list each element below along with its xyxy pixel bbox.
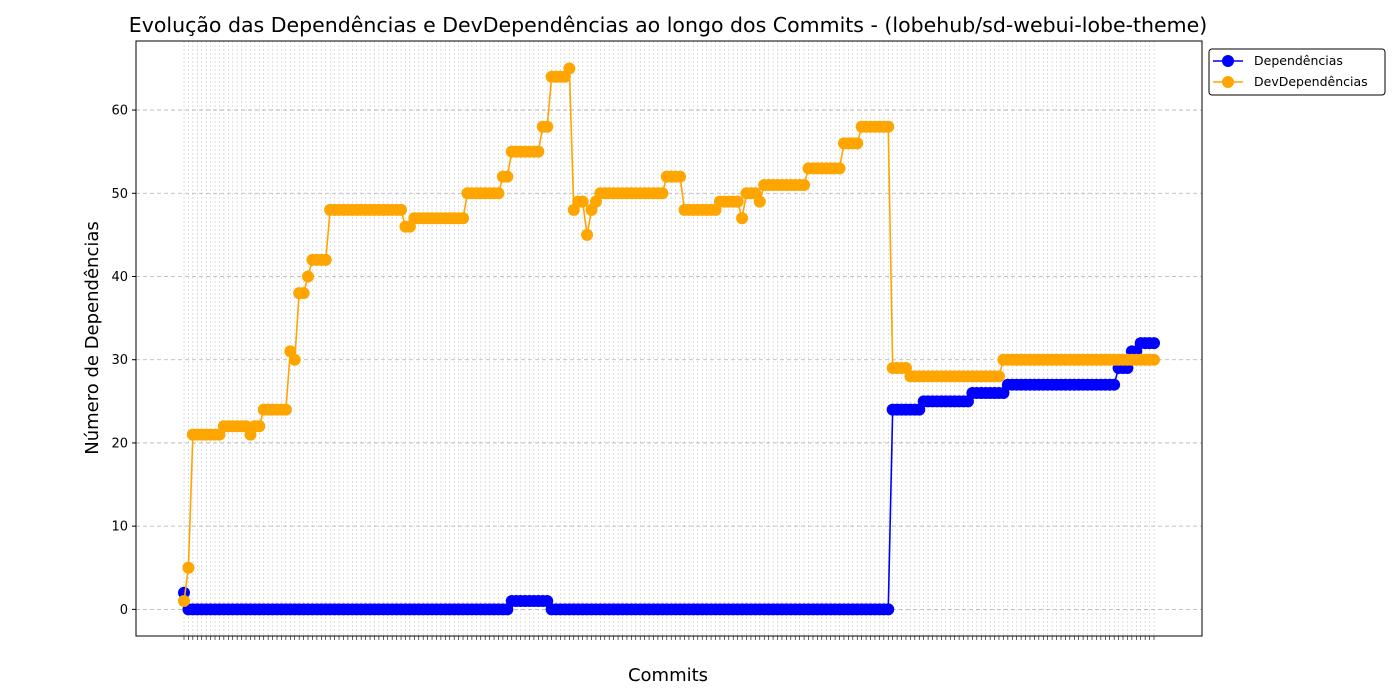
data-point-devdependencias: [532, 145, 545, 158]
data-point-devdependencias: [279, 403, 292, 416]
y-tick-label: 40: [111, 270, 128, 285]
x-axis-ticks: [183, 636, 1155, 640]
data-point-devdependencias: [178, 595, 190, 608]
data-point-devdependencias: [302, 270, 315, 283]
legend-marker-dependencias: [1222, 55, 1234, 67]
legend-marker-devdependencias: [1222, 76, 1234, 88]
data-point-devdependencias: [731, 195, 744, 208]
data-point-devdependencias: [736, 212, 749, 225]
data-point-dependencias: [178, 586, 190, 599]
plot-frame: [135, 40, 1203, 637]
legend-label-dependencias: Dependências: [1254, 53, 1343, 68]
y-tick-label: 20: [111, 436, 128, 451]
series-layer: [178, 62, 1160, 616]
legend-box: [1208, 48, 1386, 96]
data-point-dependencias: [1108, 378, 1121, 391]
y-tick-label: 30: [111, 353, 128, 368]
y-tick-label: 0: [120, 603, 128, 618]
data-point-devdependencias: [656, 187, 669, 200]
legend: Dependências DevDependências: [1208, 48, 1386, 96]
y-tick-label: 50: [111, 187, 128, 202]
chart-title: Evolução das Dependências e DevDependênc…: [129, 13, 1207, 37]
y-tick-label: 10: [111, 520, 128, 535]
data-point-devdependencias: [992, 370, 1005, 383]
data-point-devdependencias: [395, 203, 408, 216]
data-point-devdependencias: [753, 195, 766, 208]
data-point-devdependencias: [563, 62, 576, 75]
data-point-devdependencias: [576, 195, 589, 208]
data-point-devdependencias: [492, 187, 505, 200]
data-point-devdependencias: [501, 170, 514, 183]
data-point-devdependencias: [798, 178, 811, 191]
data-point-devdependencias: [674, 170, 687, 183]
data-point-devdependencias: [297, 287, 310, 300]
data-point-devdependencias: [319, 253, 332, 266]
data-point-devdependencias: [581, 228, 594, 241]
data-point-devdependencias: [288, 353, 301, 366]
vertical-gridlines: [183, 41, 1155, 636]
data-point-devdependencias: [1148, 353, 1160, 366]
data-point-devdependencias: [457, 212, 470, 225]
data-point-devdependencias: [541, 120, 554, 133]
data-point-devdependencias: [253, 420, 266, 433]
data-point-devdependencias: [882, 120, 895, 133]
y-tick-label: 60: [111, 104, 128, 119]
data-point-devdependencias: [182, 561, 195, 574]
data-point-devdependencias: [833, 162, 846, 175]
data-point-dependencias: [882, 603, 895, 616]
data-point-dependencias: [1148, 337, 1160, 350]
y-axis-label: Número de Dependências: [82, 221, 103, 455]
y-axis-ticks: 0 10 20 30 40 50 60: [111, 104, 136, 618]
legend-label-devdependencias: DevDependências: [1254, 74, 1368, 89]
data-point-devdependencias: [851, 137, 864, 150]
x-axis-label: Commits: [628, 665, 708, 686]
